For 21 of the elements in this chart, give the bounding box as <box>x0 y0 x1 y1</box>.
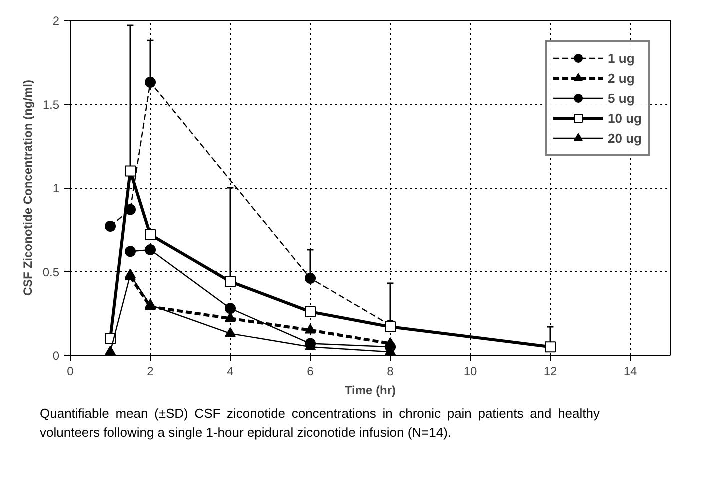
y-tick-label: 0 <box>52 349 60 363</box>
x-tick-label: 8 <box>387 364 394 378</box>
y-tick-label: 1 <box>52 182 60 196</box>
y-tick-label: 0.5 <box>42 265 60 280</box>
y-tick-label: 2 <box>52 14 60 28</box>
x-tick-label: 4 <box>227 364 234 378</box>
x-tick-label: 14 <box>624 364 638 378</box>
legend-label: 5 ug <box>608 90 635 106</box>
y-tick-label: 1.5 <box>42 98 60 112</box>
x-tick-label: 12 <box>544 364 558 378</box>
x-tick-label: 0 <box>67 364 74 378</box>
legend-label: 1 ug <box>608 50 635 66</box>
legend-label: 20 ug <box>608 130 642 146</box>
y-axis-title: CSF Ziconotide Concentration (ng/ml) <box>20 80 35 296</box>
text: Quantifiable mean (±SD) CSF ziconotide concentrations in chronic pain patients and healthy volunteers following a single 1-hour epidural ziconotide infusion (N=14). <box>40 405 600 442</box>
x-tick-label: 6 <box>307 364 314 378</box>
legend-label: 2 ug <box>608 70 635 86</box>
x-tick-label: 2 <box>147 364 154 378</box>
x-axis-title: Time (hr) <box>344 384 396 398</box>
legend-label: 10 ug <box>608 110 642 126</box>
x-tick-label: 10 <box>464 364 478 378</box>
